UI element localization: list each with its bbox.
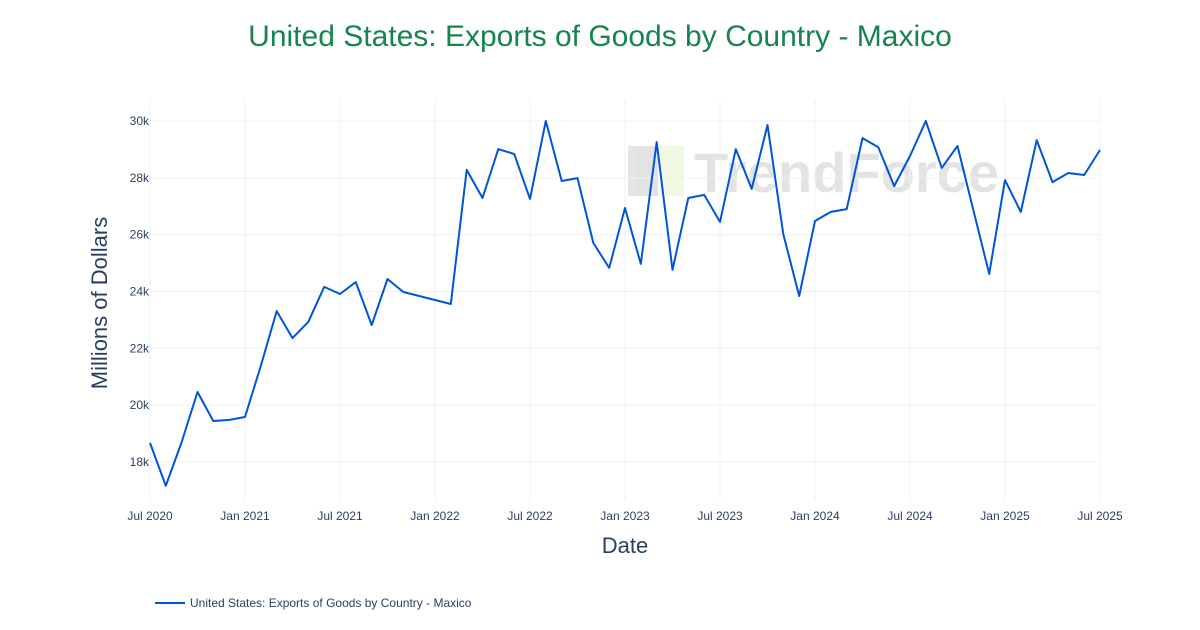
- legend-swatch: [155, 602, 185, 604]
- data-point[interactable]: [939, 165, 945, 171]
- data-point[interactable]: [448, 301, 454, 307]
- y-tick-label: 20k: [130, 398, 150, 412]
- data-point[interactable]: [337, 291, 343, 297]
- data-point[interactable]: [1018, 209, 1024, 215]
- data-point[interactable]: [986, 271, 992, 277]
- data-point[interactable]: [511, 151, 517, 157]
- x-tick-label: Jul 2022: [507, 509, 553, 523]
- data-point[interactable]: [812, 218, 818, 224]
- x-tick-label: Jan 2023: [600, 509, 650, 523]
- y-tick-label: 26k: [130, 228, 150, 242]
- data-point[interactable]: [780, 231, 786, 237]
- x-tick-label: Jul 2025: [1077, 509, 1123, 523]
- data-point[interactable]: [242, 414, 248, 420]
- x-axis-title: Date: [602, 533, 648, 558]
- data-point[interactable]: [923, 118, 929, 124]
- data-point[interactable]: [796, 293, 802, 299]
- data-point[interactable]: [970, 207, 976, 213]
- data-point[interactable]: [321, 284, 327, 290]
- y-tick-label: 24k: [130, 284, 150, 298]
- data-point[interactable]: [559, 178, 565, 184]
- data-point[interactable]: [290, 335, 296, 341]
- x-tick-label: Jan 2024: [790, 509, 840, 523]
- data-point[interactable]: [210, 418, 216, 424]
- data-point[interactable]: [226, 417, 232, 423]
- data-point[interactable]: [385, 276, 391, 282]
- data-point[interactable]: [495, 146, 501, 152]
- data-point[interactable]: [654, 139, 660, 145]
- data-point[interactable]: [685, 195, 691, 201]
- data-point[interactable]: [353, 279, 359, 285]
- x-tick-label: Jul 2020: [127, 509, 173, 523]
- y-tick-label: 22k: [130, 341, 150, 355]
- data-point[interactable]: [828, 209, 834, 215]
- data-point[interactable]: [432, 297, 438, 303]
- data-point[interactable]: [622, 205, 628, 211]
- data-point[interactable]: [590, 240, 596, 246]
- y-axis-title: Millions of Dollars: [87, 217, 112, 389]
- data-point[interactable]: [717, 219, 723, 225]
- data-point[interactable]: [860, 135, 866, 141]
- data-point[interactable]: [844, 206, 850, 212]
- data-point[interactable]: [1081, 172, 1087, 178]
- series-line: [149, 120, 1101, 487]
- x-tick-label: Jan 2025: [980, 509, 1030, 523]
- data-point[interactable]: [258, 363, 264, 369]
- data-point[interactable]: [749, 186, 755, 192]
- data-point[interactable]: [875, 144, 881, 150]
- data-point[interactable]: [305, 319, 311, 325]
- data-point[interactable]: [464, 167, 470, 173]
- data-point[interactable]: [907, 153, 913, 159]
- watermark-logo: TrendForce: [628, 141, 999, 204]
- data-point[interactable]: [163, 483, 169, 489]
- data-point[interactable]: [638, 261, 644, 267]
- data-point[interactable]: [195, 389, 201, 395]
- data-point[interactable]: [606, 265, 612, 271]
- data-point[interactable]: [575, 175, 581, 181]
- data-point[interactable]: [1065, 170, 1071, 176]
- data-point[interactable]: [670, 267, 676, 273]
- data-point[interactable]: [1097, 147, 1103, 153]
- data-point[interactable]: [543, 118, 549, 124]
- data-point[interactable]: [1050, 179, 1056, 185]
- legend[interactable]: United States: Exports of Goods by Count…: [155, 596, 471, 610]
- y-tick-label: 28k: [130, 171, 150, 185]
- data-point[interactable]: [891, 183, 897, 189]
- chart-title: United States: Exports of Goods by Count…: [248, 20, 952, 53]
- data-point[interactable]: [733, 146, 739, 152]
- data-point[interactable]: [179, 439, 185, 445]
- data-point[interactable]: [369, 322, 375, 328]
- x-tick-label: Jul 2023: [697, 509, 743, 523]
- data-point[interactable]: [955, 143, 961, 149]
- x-tick-label: Jul 2024: [887, 509, 933, 523]
- data-point[interactable]: [480, 195, 486, 201]
- x-tick-label: Jan 2022: [410, 509, 460, 523]
- data-point[interactable]: [1034, 137, 1040, 143]
- data-point[interactable]: [416, 293, 422, 299]
- data-point[interactable]: [527, 196, 533, 202]
- y-tick-label: 30k: [130, 114, 150, 128]
- data-point[interactable]: [147, 440, 153, 446]
- y-tick-label: 18k: [130, 455, 150, 469]
- legend-label: United States: Exports of Goods by Count…: [190, 596, 472, 610]
- data-point[interactable]: [701, 192, 707, 198]
- data-point[interactable]: [274, 308, 280, 314]
- x-tick-label: Jan 2021: [220, 509, 270, 523]
- data-point[interactable]: [400, 289, 406, 295]
- data-point[interactable]: [1002, 177, 1008, 183]
- x-tick-label: Jul 2021: [317, 509, 363, 523]
- data-point[interactable]: [765, 122, 771, 128]
